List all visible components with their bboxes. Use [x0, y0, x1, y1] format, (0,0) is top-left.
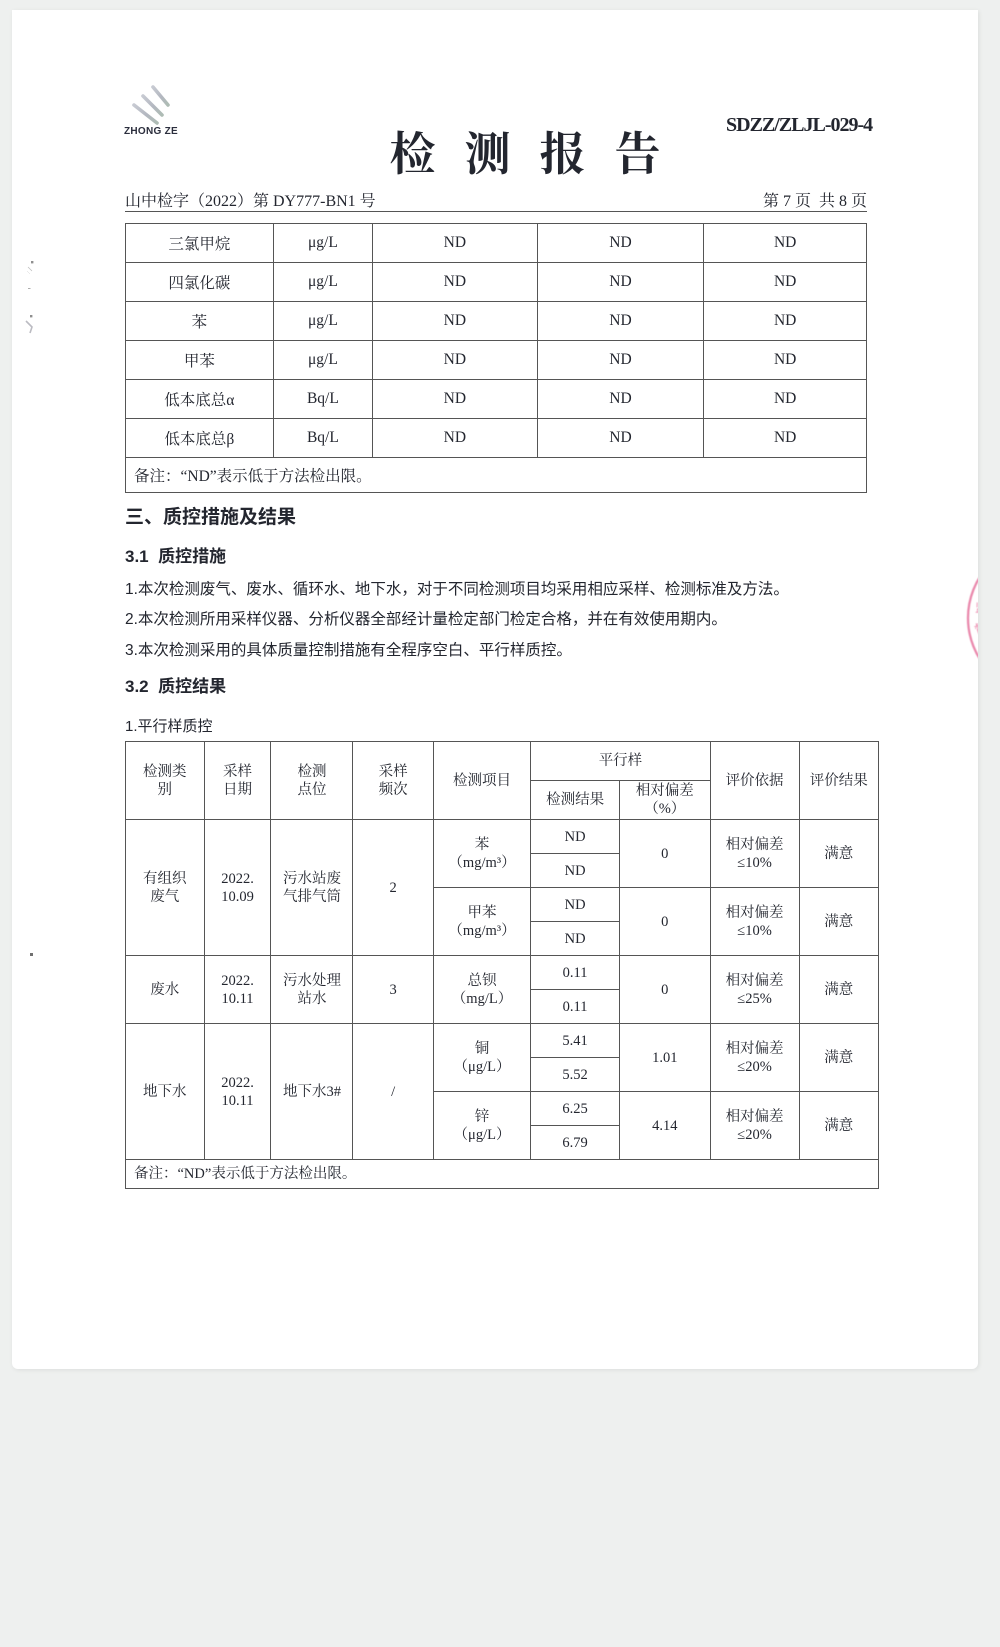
svg-text:督: 督 [972, 619, 978, 637]
svg-text:监: 监 [975, 601, 978, 615]
